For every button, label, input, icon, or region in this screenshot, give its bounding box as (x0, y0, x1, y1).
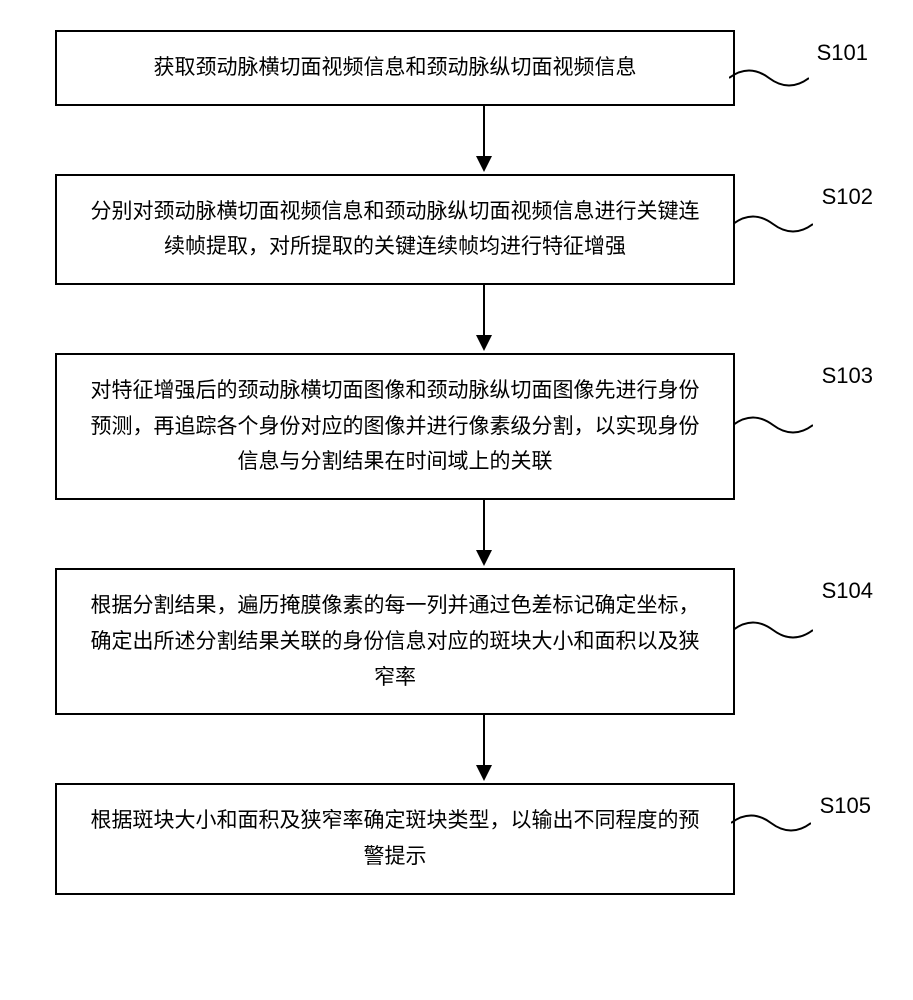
step-box-1: 获取颈动脉横切面视频信息和颈动脉纵切面视频信息 (55, 30, 735, 106)
step-text-2: 分别对颈动脉横切面视频信息和颈动脉纵切面视频信息进行关键连续帧提取，对所提取的关… (81, 194, 709, 265)
connector-5 (731, 803, 811, 843)
flowchart-container: 获取颈动脉横切面视频信息和颈动脉纵切面视频信息 S101 分别对颈动脉横切面视频… (0, 30, 913, 895)
step-box-2: 分别对颈动脉横切面视频信息和颈动脉纵切面视频信息进行关键连续帧提取，对所提取的关… (55, 174, 735, 285)
step-row-4: 根据分割结果，遍历掩膜像素的每一列并通过色差标记确定坐标，确定出所述分割结果关联… (0, 568, 913, 715)
connector-2 (733, 204, 813, 244)
step-text-1: 获取颈动脉横切面视频信息和颈动脉纵切面视频信息 (154, 50, 637, 86)
arrow-line (483, 106, 485, 156)
arrow-line (483, 500, 485, 550)
arrow-2-3 (144, 285, 824, 353)
step-text-5: 根据斑块大小和面积及狭窄率确定斑块类型，以输出不同程度的预警提示 (81, 803, 709, 874)
arrow-1-2 (144, 106, 824, 174)
arrow-line (483, 715, 485, 765)
step-label-1: S101 (817, 40, 868, 66)
step-box-4: 根据分割结果，遍历掩膜像素的每一列并通过色差标记确定坐标，确定出所述分割结果关联… (55, 568, 735, 715)
step-row-3: 对特征增强后的颈动脉横切面图像和颈动脉纵切面图像先进行身份预测，再追踪各个身份对… (0, 353, 913, 500)
arrow-line (483, 285, 485, 335)
step-label-3: S103 (822, 363, 873, 389)
arrow-head-icon (476, 156, 492, 172)
step-box-3: 对特征增强后的颈动脉横切面图像和颈动脉纵切面图像先进行身份预测，再追踪各个身份对… (55, 353, 735, 500)
connector-4 (733, 610, 813, 650)
arrow-3-4 (144, 500, 824, 568)
arrow-head-icon (476, 550, 492, 566)
connector-1 (729, 58, 809, 98)
step-label-4: S104 (822, 578, 873, 604)
step-row-1: 获取颈动脉横切面视频信息和颈动脉纵切面视频信息 S101 (0, 30, 913, 106)
step-text-3: 对特征增强后的颈动脉横切面图像和颈动脉纵切面图像先进行身份预测，再追踪各个身份对… (81, 373, 709, 480)
arrow-head-icon (476, 765, 492, 781)
step-label-5: S105 (820, 793, 871, 819)
step-text-4: 根据分割结果，遍历掩膜像素的每一列并通过色差标记确定坐标，确定出所述分割结果关联… (81, 588, 709, 695)
step-row-2: 分别对颈动脉横切面视频信息和颈动脉纵切面视频信息进行关键连续帧提取，对所提取的关… (0, 174, 913, 285)
arrow-head-icon (476, 335, 492, 351)
step-label-2: S102 (822, 184, 873, 210)
connector-3 (733, 405, 813, 445)
arrow-4-5 (144, 715, 824, 783)
step-box-5: 根据斑块大小和面积及狭窄率确定斑块类型，以输出不同程度的预警提示 (55, 783, 735, 894)
step-row-5: 根据斑块大小和面积及狭窄率确定斑块类型，以输出不同程度的预警提示 S105 (0, 783, 913, 894)
